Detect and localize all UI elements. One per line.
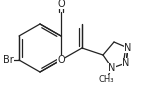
Text: Br: Br [3, 55, 14, 65]
Text: N: N [124, 43, 132, 53]
Text: O: O [57, 0, 65, 9]
Text: CH₃: CH₃ [98, 76, 114, 85]
Text: O: O [57, 55, 65, 65]
Text: N: N [122, 58, 130, 68]
Text: N: N [108, 63, 116, 73]
